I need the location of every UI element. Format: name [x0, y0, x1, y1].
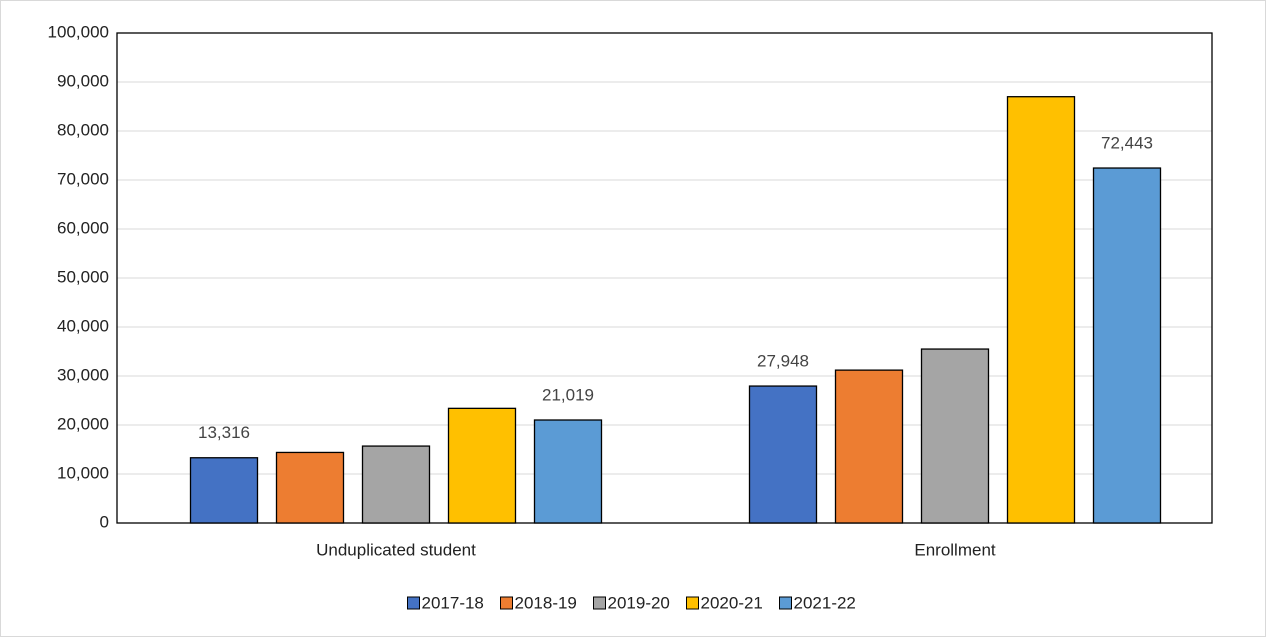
bar	[1006, 96, 1076, 524]
bar	[748, 385, 818, 524]
y-tick-label: 90,000	[57, 71, 109, 90]
bar	[1092, 167, 1162, 524]
plot-frame	[116, 32, 1213, 524]
legend-label: 2018-19	[515, 593, 577, 612]
legend-swatch	[593, 596, 606, 610]
legend-label: 2020-21	[701, 593, 763, 612]
y-tick-label: 30,000	[57, 365, 109, 384]
legend-swatch	[500, 596, 513, 610]
legend-label: 2017-18	[422, 593, 484, 612]
x-tick-label: Enrollment	[914, 540, 996, 559]
y-tick-label: 70,000	[57, 169, 109, 188]
bar	[920, 348, 990, 524]
legend-label: 2019-20	[608, 593, 670, 612]
data-label: 27,948	[757, 352, 809, 371]
y-tick-label: 80,000	[57, 120, 109, 139]
x-tick-label: Unduplicated student	[316, 540, 476, 559]
data-label: 21,019	[542, 385, 594, 404]
bar	[361, 445, 431, 524]
y-tick-label: 50,000	[57, 267, 109, 286]
data-label: 13,316	[198, 423, 250, 442]
legend-swatch	[686, 596, 699, 610]
y-tick-label: 40,000	[57, 316, 109, 335]
y-tick-label: 100,000	[48, 22, 109, 41]
legend-label: 2021-22	[794, 593, 856, 612]
bar	[533, 419, 603, 524]
bar	[189, 457, 259, 524]
legend-swatch	[779, 596, 792, 610]
data-label: 72,443	[1101, 134, 1153, 153]
y-tick-label: 60,000	[57, 218, 109, 237]
y-tick-label: 10,000	[57, 463, 109, 482]
y-tick-label: 20,000	[57, 414, 109, 433]
bar	[447, 407, 517, 524]
bar	[834, 369, 904, 524]
bar	[275, 451, 345, 524]
y-tick-label: 0	[100, 512, 109, 531]
legend-swatch	[407, 596, 420, 610]
